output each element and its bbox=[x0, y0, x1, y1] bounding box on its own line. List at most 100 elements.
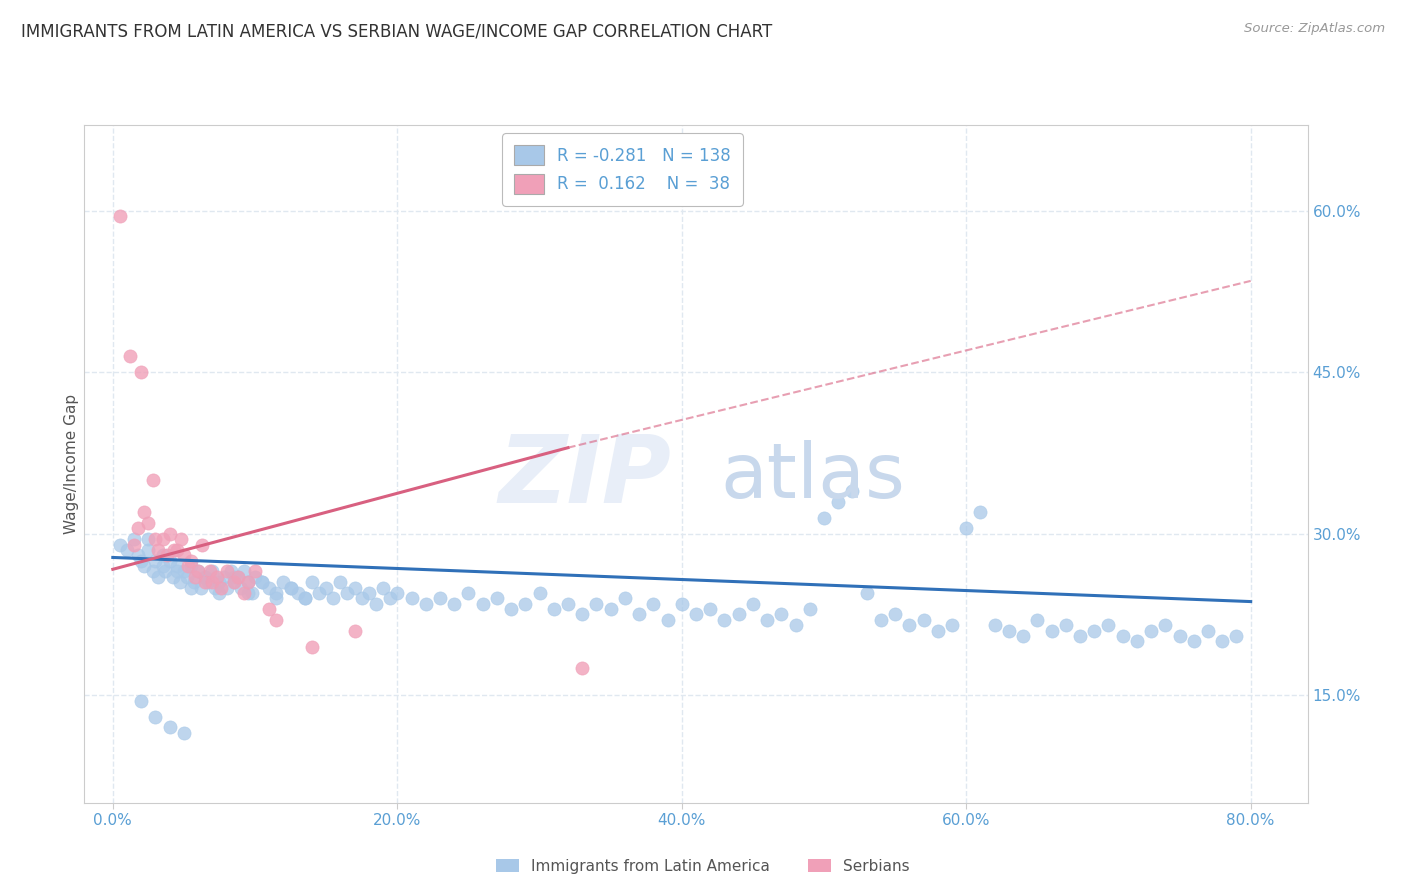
Point bbox=[159, 721, 181, 735]
Point bbox=[250, 575, 273, 590]
Point bbox=[243, 570, 266, 584]
Point bbox=[219, 565, 242, 579]
Point bbox=[162, 570, 184, 584]
Point bbox=[108, 537, 131, 551]
Point bbox=[148, 543, 170, 558]
Point bbox=[1182, 634, 1205, 648]
Point bbox=[127, 521, 149, 535]
Point bbox=[232, 586, 254, 600]
Point bbox=[785, 618, 807, 632]
Point bbox=[226, 570, 249, 584]
Point bbox=[240, 586, 263, 600]
Point bbox=[180, 554, 202, 568]
Point bbox=[173, 565, 195, 579]
Point bbox=[1111, 629, 1133, 643]
Point bbox=[138, 532, 160, 546]
Point bbox=[215, 581, 238, 595]
Point bbox=[201, 575, 224, 590]
Point bbox=[685, 607, 707, 622]
Point bbox=[187, 565, 209, 579]
Point bbox=[585, 597, 607, 611]
Point bbox=[169, 575, 191, 590]
Point bbox=[357, 586, 380, 600]
Point bbox=[180, 581, 202, 595]
Point bbox=[1069, 629, 1091, 643]
Point bbox=[266, 613, 288, 627]
Point bbox=[183, 575, 205, 590]
Point bbox=[927, 624, 949, 638]
Point bbox=[912, 613, 935, 627]
Point bbox=[756, 613, 779, 627]
Point bbox=[671, 597, 693, 611]
Point bbox=[129, 365, 152, 379]
Text: ZIP: ZIP bbox=[499, 432, 672, 524]
Point bbox=[294, 591, 316, 606]
Point bbox=[941, 618, 963, 632]
Point bbox=[152, 549, 174, 563]
Point bbox=[499, 602, 522, 616]
Point bbox=[187, 565, 209, 579]
Point bbox=[401, 591, 423, 606]
Point bbox=[955, 521, 977, 535]
Point bbox=[222, 570, 245, 584]
Point bbox=[571, 661, 593, 675]
Point bbox=[266, 591, 288, 606]
Point bbox=[159, 526, 181, 541]
Point bbox=[177, 559, 200, 574]
Point bbox=[173, 726, 195, 740]
Point bbox=[222, 575, 245, 590]
Point bbox=[145, 709, 167, 723]
Point bbox=[222, 575, 245, 590]
Point bbox=[1154, 618, 1177, 632]
Point bbox=[571, 607, 593, 622]
Point bbox=[132, 505, 155, 519]
Point bbox=[145, 532, 167, 546]
Point bbox=[998, 624, 1021, 638]
Point bbox=[226, 570, 249, 584]
Point bbox=[118, 349, 141, 363]
Point bbox=[138, 516, 160, 530]
Point bbox=[152, 559, 174, 574]
Point bbox=[138, 543, 160, 558]
Point bbox=[741, 597, 763, 611]
Point bbox=[166, 565, 188, 579]
Point bbox=[205, 570, 228, 584]
Point bbox=[343, 581, 366, 595]
Point bbox=[1083, 624, 1105, 638]
Point bbox=[259, 581, 281, 595]
Point bbox=[197, 575, 219, 590]
Point bbox=[198, 565, 221, 579]
Point bbox=[841, 483, 863, 498]
Point bbox=[643, 597, 665, 611]
Point bbox=[471, 597, 494, 611]
Point bbox=[236, 586, 259, 600]
Point bbox=[315, 581, 337, 595]
Point bbox=[799, 602, 821, 616]
Point bbox=[301, 640, 323, 654]
Point bbox=[209, 581, 232, 595]
Point bbox=[208, 575, 231, 590]
Point bbox=[170, 532, 193, 546]
Point bbox=[250, 575, 273, 590]
Point bbox=[208, 586, 231, 600]
Point bbox=[515, 597, 537, 611]
Point bbox=[657, 613, 679, 627]
Point bbox=[173, 549, 195, 563]
Point bbox=[1168, 629, 1191, 643]
Point bbox=[212, 570, 235, 584]
Point bbox=[827, 494, 849, 508]
Point bbox=[243, 565, 266, 579]
Point bbox=[1211, 634, 1233, 648]
Point bbox=[129, 693, 152, 707]
Legend: Immigrants from Latin America, Serbians: Immigrants from Latin America, Serbians bbox=[489, 853, 917, 880]
Point bbox=[429, 591, 451, 606]
Point bbox=[371, 581, 394, 595]
Point bbox=[350, 591, 373, 606]
Point bbox=[443, 597, 465, 611]
Point bbox=[163, 543, 186, 558]
Point bbox=[485, 591, 508, 606]
Point bbox=[190, 581, 212, 595]
Point bbox=[1126, 634, 1149, 648]
Point bbox=[813, 510, 835, 524]
Point bbox=[770, 607, 793, 622]
